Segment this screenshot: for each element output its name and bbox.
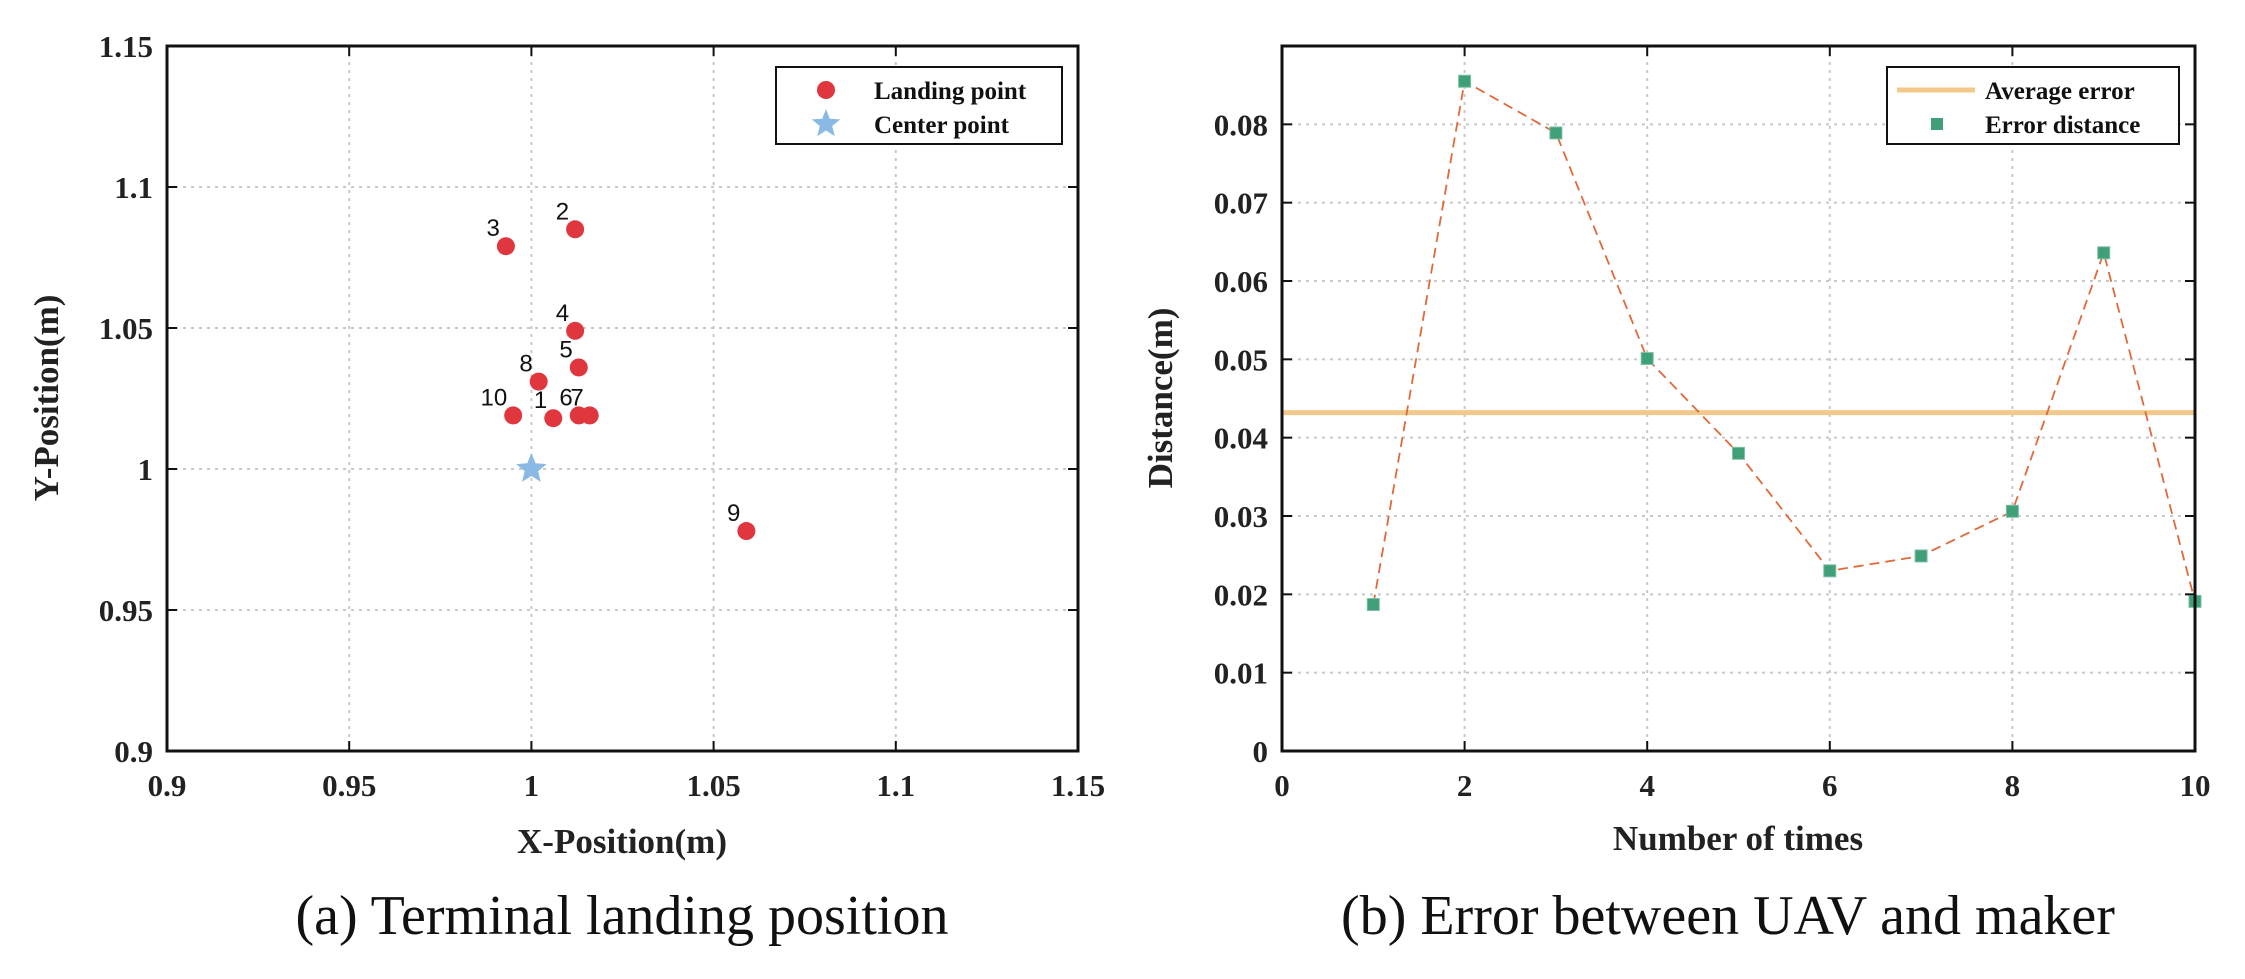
point-label-8: 8 (519, 351, 532, 378)
point-label-10: 10 (480, 384, 507, 411)
y-tick-label: 1.05 (99, 311, 153, 346)
error-point-5 (1732, 446, 1745, 460)
y-tick-label: 0.01 (1214, 656, 1268, 691)
caption-b: (b) Error between UAV and maker (1341, 885, 2115, 947)
y-axis-label-b: Distance(m) (1141, 308, 1180, 489)
legend-average-label: Average error (1985, 78, 2135, 105)
landing-point-5 (569, 358, 588, 377)
error-point-6 (1823, 564, 1837, 578)
x-axis-label-a: X-Position(m) (517, 822, 727, 861)
x-tick-label: 10 (2180, 768, 2211, 803)
ticks-b: 0 2 4 6 8 10 0 0.01 0.02 0.03 0.04 0.05 0.06 0.07 0.08 (1214, 46, 2211, 803)
x-tick-label: 0.95 (322, 768, 376, 803)
error-point-1 (1366, 598, 1380, 612)
point-label-3: 3 (487, 215, 500, 242)
landing-point-7 (580, 406, 599, 425)
error-point-3 (1549, 126, 1563, 140)
chart-b: 0 2 4 6 8 10 0 0.01 0.02 0.03 0.04 0.05 0.06 0.07 0.08… (1141, 44, 2211, 947)
ticks-a: 0.9 0.95 1 1.05 1.1 1.15 0.9 0.95 1 1.05 1.1 1.15 (99, 29, 1105, 803)
point-label-4: 4 (556, 300, 569, 327)
y-tick-label: 1.15 (99, 29, 153, 64)
y-tick-label: 0 (1253, 734, 1269, 769)
landing-point-8 (529, 372, 548, 391)
center-point-star (516, 453, 547, 482)
x-tick-label: 4 (1639, 768, 1655, 803)
chart-a: 0.9 0.95 1 1.05 1.1 1.15 0.9 0.95 1 1.05 1.1 1.15 1… (27, 29, 1105, 947)
plot-frame-a (165, 44, 1080, 753)
error-point-2 (1458, 74, 1472, 88)
error-point-8 (2005, 504, 2019, 518)
x-tick-label: 1.05 (686, 768, 740, 803)
legend-error-marker (1931, 118, 1943, 130)
legend-a: Landing point Center point (775, 66, 1063, 145)
y-tick-label: 0.06 (1214, 264, 1268, 299)
x-tick-label: 0.9 (148, 768, 187, 803)
plot-frame-b (1280, 44, 2197, 753)
legend-b: Average error Error distance (1886, 66, 2180, 145)
point-label-5: 5 (559, 336, 572, 363)
x-tick-label: 1.1 (876, 768, 915, 803)
landing-point-9 (737, 522, 756, 541)
x-tick-label: 1.15 (1051, 768, 1105, 803)
y-tick-label: 0.08 (1214, 107, 1268, 142)
point-label-6: 6 (559, 384, 572, 411)
points-a: 1 2 3 4 5 67 8 9 10 (480, 198, 756, 541)
point-label-7: 7 (570, 384, 583, 411)
y-tick-label: 0.04 (1214, 421, 1268, 456)
error-distance-series (1366, 74, 2202, 612)
error-point-7 (1914, 549, 1928, 563)
x-tick-label: 1 (524, 768, 540, 803)
error-distance-line (1372, 79, 2196, 605)
point-label-9: 9 (727, 500, 740, 527)
legend-landing-marker (817, 81, 835, 99)
y-tick-label: 0.95 (99, 593, 153, 628)
error-point-9 (2097, 246, 2111, 260)
caption-a: (a) Terminal landing position (296, 885, 949, 947)
legend-landing-label: Landing point (874, 78, 1027, 105)
y-tick-label: 1 (138, 452, 154, 487)
y-tick-label: 0.07 (1214, 186, 1268, 221)
x-tick-label: 2 (1457, 768, 1473, 803)
grid-a (167, 46, 1078, 751)
y-tick-label: 0.02 (1214, 577, 1268, 612)
x-tick-label: 6 (1822, 768, 1838, 803)
error-point-4 (1640, 352, 1654, 366)
x-axis-label-b: Number of times (1613, 819, 1863, 858)
y-tick-label: 1.1 (114, 170, 153, 205)
y-tick-label: 0.05 (1214, 342, 1268, 377)
landing-point-1 (544, 409, 563, 428)
y-axis-label-a: Y-Position(m) (27, 295, 66, 502)
x-tick-label: 0 (1274, 768, 1290, 803)
landing-point-3 (496, 237, 515, 256)
legend-center-label: Center point (874, 112, 1010, 139)
landing-point-2 (566, 220, 585, 239)
point-label-2: 2 (556, 198, 569, 225)
x-tick-label: 8 (2005, 768, 2021, 803)
grid-b (1282, 46, 2195, 751)
legend-box-b (1886, 66, 2180, 145)
legend-center-marker (811, 109, 841, 137)
landing-point-4 (566, 321, 585, 340)
legend-error-label: Error distance (1985, 112, 2140, 139)
y-tick-label: 0.9 (114, 734, 153, 769)
y-tick-label: 0.03 (1214, 499, 1268, 534)
landing-point-10 (504, 406, 523, 425)
point-label-1: 1 (534, 387, 547, 414)
